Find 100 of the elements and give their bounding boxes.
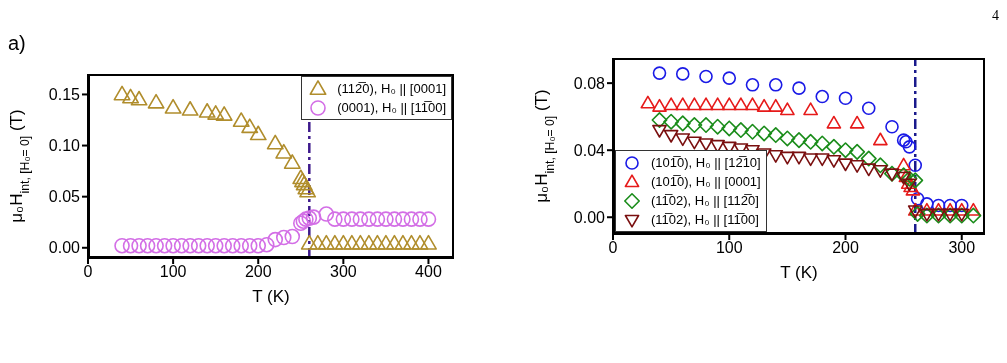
- point: [849, 159, 865, 173]
- point: [309, 234, 327, 250]
- legend-label: (11̅02), H₀ || [112̅0]: [651, 192, 759, 210]
- point: [803, 102, 819, 116]
- point: [756, 98, 772, 112]
- point: [756, 125, 773, 142]
- point: [698, 97, 714, 111]
- point: [849, 115, 865, 129]
- point: [901, 170, 918, 187]
- point: [885, 119, 899, 134]
- point: [872, 157, 889, 174]
- point: [411, 234, 429, 250]
- y-tick-label: 0.00: [573, 208, 606, 226]
- point: [377, 234, 395, 250]
- point: [745, 78, 760, 92]
- point: [250, 237, 267, 254]
- point: [872, 132, 888, 146]
- point: [147, 93, 165, 109]
- point: [182, 237, 198, 254]
- point: [343, 234, 361, 250]
- point: [698, 138, 714, 152]
- point: [825, 138, 842, 155]
- point: [931, 198, 946, 213]
- y-tick-label: 0.05: [48, 188, 81, 206]
- point: [122, 88, 140, 104]
- x-axis-title: T (K): [780, 263, 818, 282]
- point: [361, 211, 377, 227]
- text: 4: [992, 8, 999, 24]
- y-tick-label: 0.08: [573, 74, 606, 92]
- point: [721, 120, 738, 137]
- point: [791, 151, 807, 165]
- point: [275, 143, 293, 159]
- x-tick-label: 200: [832, 239, 859, 257]
- point: [902, 140, 917, 154]
- point: [122, 237, 139, 254]
- point: [710, 97, 726, 111]
- point: [674, 115, 691, 132]
- point: [139, 237, 156, 254]
- point: [207, 105, 225, 120]
- legend-label: (11̅02), H₀ || [11̅00]: [651, 211, 759, 229]
- point: [732, 122, 749, 139]
- point: [663, 129, 679, 143]
- point: [663, 113, 680, 130]
- point: [826, 115, 842, 129]
- point: [675, 133, 691, 147]
- point: [241, 237, 258, 254]
- point: [305, 209, 322, 225]
- point: [744, 123, 761, 140]
- point: [369, 211, 386, 227]
- point: [965, 207, 982, 224]
- y-tick-label: 0.10: [48, 137, 81, 155]
- point: [803, 153, 819, 167]
- point: [113, 85, 131, 101]
- point: [709, 118, 726, 135]
- point: [181, 100, 199, 116]
- point: [283, 154, 301, 169]
- point: [651, 112, 668, 129]
- point: [861, 101, 876, 116]
- point: [403, 211, 420, 227]
- point: [768, 98, 784, 112]
- point: [386, 211, 403, 227]
- point: [351, 234, 369, 250]
- point: [344, 211, 360, 227]
- x-tick-label: 300: [948, 239, 976, 257]
- point: [216, 237, 232, 254]
- point: [284, 228, 301, 245]
- point: [156, 237, 173, 254]
- point: [910, 192, 925, 206]
- point: [838, 158, 853, 172]
- point: [352, 211, 369, 227]
- point: [385, 234, 403, 250]
- point: [652, 124, 667, 138]
- point: [378, 211, 394, 227]
- point: [861, 163, 877, 177]
- point: [675, 67, 690, 81]
- legend-label: (101̅0), H₀ || [0001]: [651, 173, 761, 191]
- point: [872, 165, 888, 178]
- point: [943, 198, 957, 213]
- x-tick-label: 100: [715, 239, 743, 257]
- point: [173, 237, 190, 254]
- point: [699, 69, 713, 84]
- x-tick-label: 100: [159, 263, 187, 281]
- point: [907, 172, 924, 189]
- point: [266, 134, 284, 150]
- x-axis-title: T (K): [252, 287, 290, 306]
- x-tick-label: 0: [83, 263, 93, 281]
- point: [896, 157, 912, 171]
- x-tick-label: 200: [244, 263, 272, 281]
- point: [837, 142, 854, 159]
- point: [779, 102, 795, 116]
- point: [768, 78, 783, 92]
- point: [317, 234, 335, 250]
- point: [721, 97, 737, 111]
- legend-label: (101̅0), H₀ || [12̅10]: [651, 154, 761, 172]
- point: [931, 202, 946, 216]
- point: [249, 125, 267, 141]
- point: [745, 97, 760, 111]
- point: [114, 237, 130, 254]
- point: [394, 234, 412, 250]
- y-tick-label: 0.04: [573, 141, 606, 159]
